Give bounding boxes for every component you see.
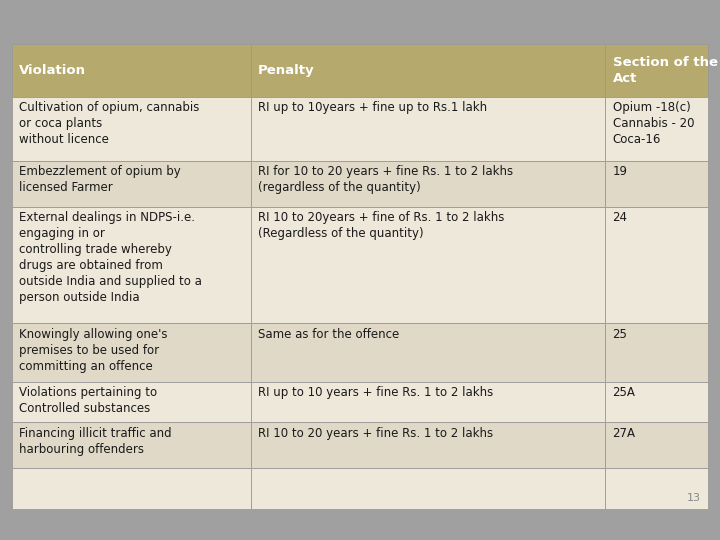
Text: Same as for the offence: Same as for the offence [258, 328, 399, 341]
Text: 25A: 25A [613, 386, 636, 399]
Text: RI 10 to 20 years + fine Rs. 1 to 2 lakhs: RI 10 to 20 years + fine Rs. 1 to 2 lakh… [258, 427, 493, 440]
Text: Violation: Violation [19, 64, 86, 77]
Bar [606, 97, 708, 161]
Bar [12, 422, 251, 468]
Bar [251, 382, 606, 422]
Bar [251, 468, 606, 509]
Text: RI up to 10 years + fine Rs. 1 to 2 lakhs: RI up to 10 years + fine Rs. 1 to 2 lakh… [258, 386, 493, 399]
Bar [251, 161, 606, 207]
Bar [606, 207, 708, 323]
Bar [251, 97, 606, 161]
Text: 19: 19 [613, 165, 628, 178]
Bar [12, 382, 251, 422]
Bar [251, 422, 606, 468]
Bar [12, 97, 251, 161]
Text: 27A: 27A [613, 427, 636, 440]
Bar [606, 44, 708, 97]
Text: RI for 10 to 20 years + fine Rs. 1 to 2 lakhs
(regardless of the quantity): RI for 10 to 20 years + fine Rs. 1 to 2 … [258, 165, 513, 194]
Text: RI 10 to 20years + fine of Rs. 1 to 2 lakhs
(Regardless of the quantity): RI 10 to 20years + fine of Rs. 1 to 2 la… [258, 211, 504, 240]
Bar [606, 468, 708, 509]
Bar [251, 207, 606, 323]
Text: RI up to 10years + fine up to Rs.1 lakh: RI up to 10years + fine up to Rs.1 lakh [258, 102, 487, 114]
Bar [606, 161, 708, 207]
Text: 24: 24 [613, 211, 628, 224]
Bar [12, 207, 251, 323]
Text: Embezzlement of opium by
licensed Farmer: Embezzlement of opium by licensed Farmer [19, 165, 181, 194]
Bar [606, 382, 708, 422]
Text: Opium -18(c)
Cannabis - 20
Coca-16: Opium -18(c) Cannabis - 20 Coca-16 [613, 102, 694, 146]
Bar [606, 422, 708, 468]
Bar [12, 468, 251, 509]
Text: External dealings in NDPS-i.e.
engaging in or
controlling trade whereby
drugs ar: External dealings in NDPS-i.e. engaging … [19, 211, 202, 304]
Text: Knowingly allowing one's
premises to be used for
committing an offence: Knowingly allowing one's premises to be … [19, 328, 167, 373]
Bar [12, 44, 251, 97]
Text: Violations pertaining to
Controlled substances: Violations pertaining to Controlled subs… [19, 386, 157, 415]
Text: Penalty: Penalty [258, 64, 315, 77]
Bar [251, 323, 606, 382]
Text: 25: 25 [613, 328, 627, 341]
Text: Section of the
Act: Section of the Act [613, 56, 718, 85]
Text: 13: 13 [688, 493, 701, 503]
Bar [606, 323, 708, 382]
Bar [12, 161, 251, 207]
Text: Cultivation of opium, cannabis
or coca plants
without licence: Cultivation of opium, cannabis or coca p… [19, 102, 199, 146]
Bar [12, 323, 251, 382]
Text: Financing illicit traffic and
harbouring offenders: Financing illicit traffic and harbouring… [19, 427, 171, 456]
Bar [251, 44, 606, 97]
